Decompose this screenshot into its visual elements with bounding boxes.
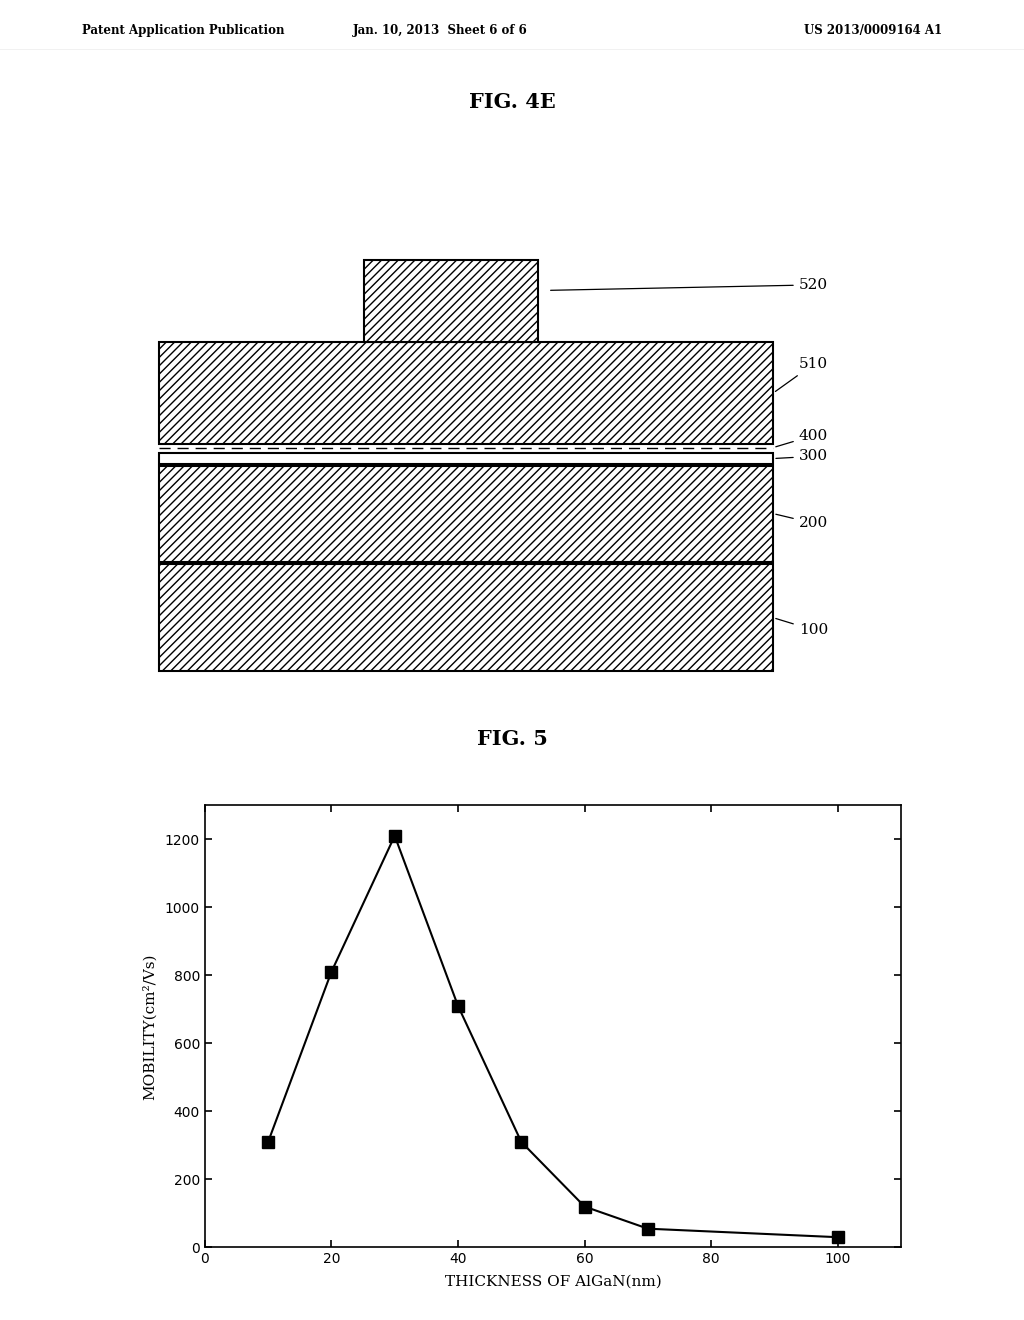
X-axis label: THICKNESS OF AlGaN(nm): THICKNESS OF AlGaN(nm) <box>444 1275 662 1288</box>
Text: 400: 400 <box>776 429 828 446</box>
Bar <box>364 260 538 342</box>
Text: Jan. 10, 2013  Sheet 6 of 6: Jan. 10, 2013 Sheet 6 of 6 <box>353 24 527 37</box>
Y-axis label: MOBILITY(cm²/Vs): MOBILITY(cm²/Vs) <box>142 953 157 1100</box>
Text: 200: 200 <box>776 515 828 531</box>
Text: Patent Application Publication: Patent Application Publication <box>82 24 285 37</box>
Text: 300: 300 <box>776 449 827 463</box>
Text: FIG. 4E: FIG. 4E <box>469 92 555 112</box>
Bar <box>159 453 773 465</box>
Text: US 2013/0009164 A1: US 2013/0009164 A1 <box>804 24 942 37</box>
Bar <box>159 564 773 671</box>
Text: FIG. 5: FIG. 5 <box>476 729 548 750</box>
Text: 100: 100 <box>776 619 828 638</box>
Bar <box>159 466 773 561</box>
Text: 520: 520 <box>551 279 827 292</box>
Text: 510: 510 <box>775 358 827 392</box>
Bar <box>159 342 773 444</box>
